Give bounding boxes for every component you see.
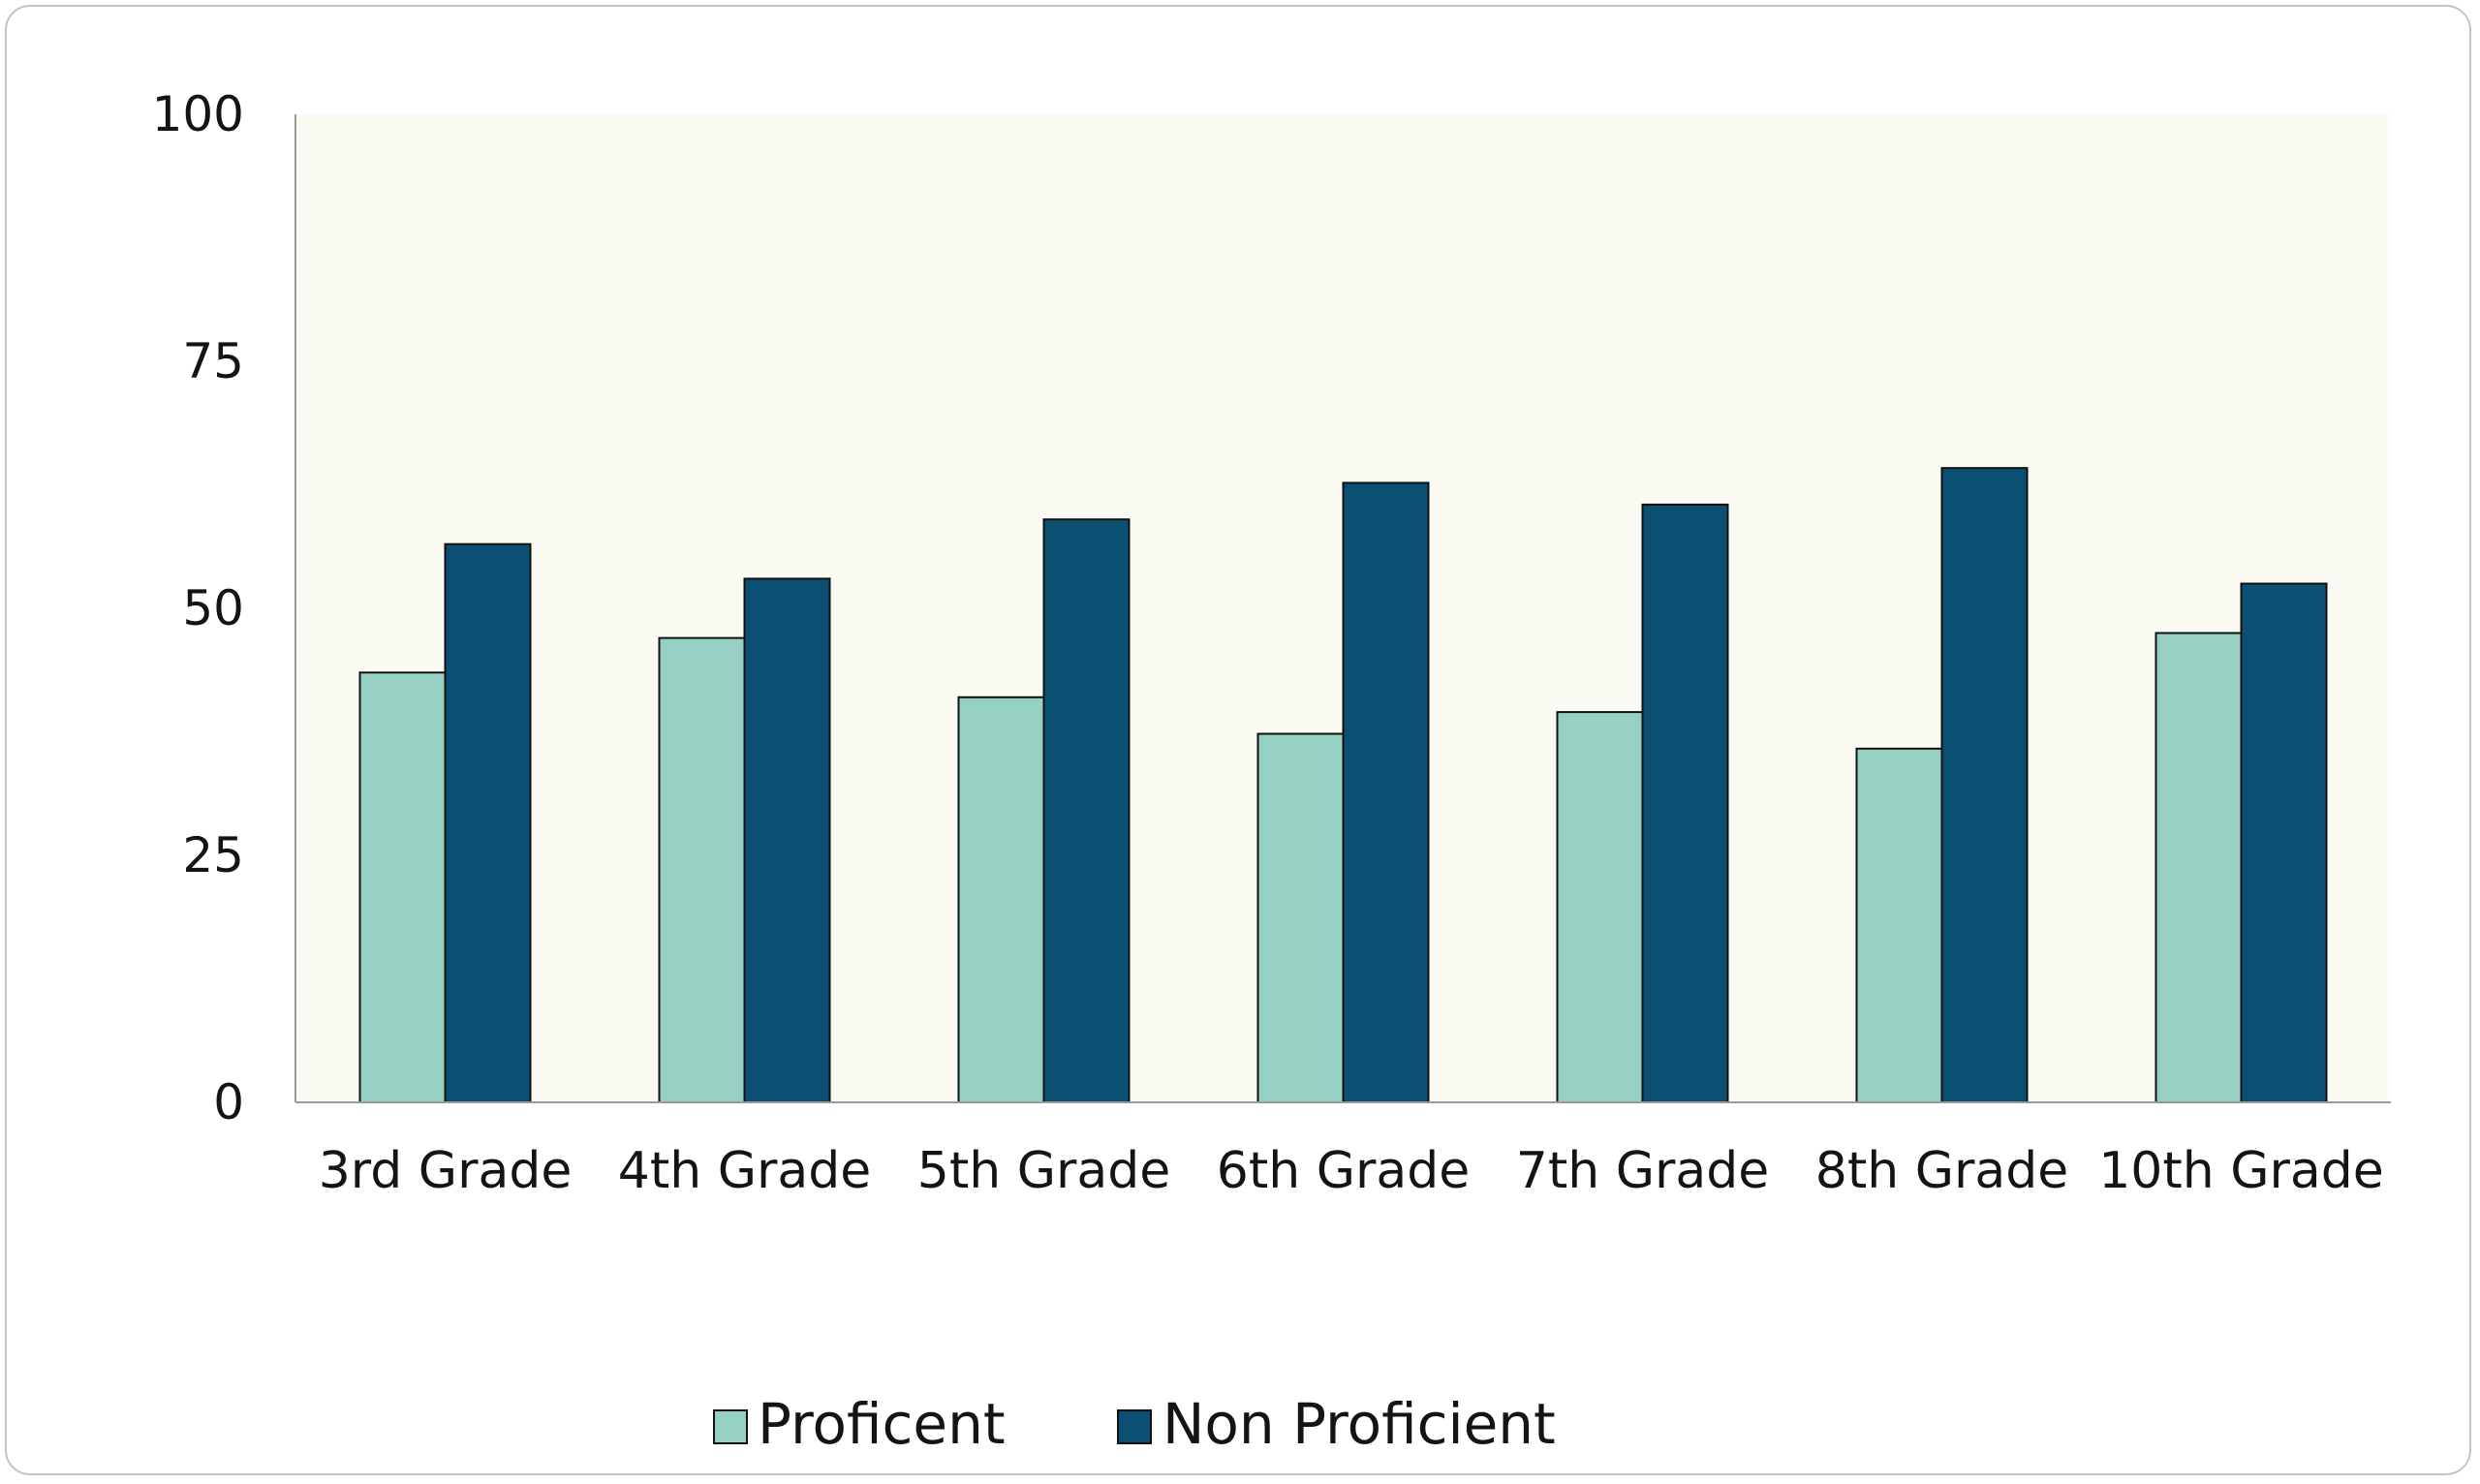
bar-proficient-1 [658, 636, 746, 1103]
x-tick-label: 6th Grade [1217, 1142, 1471, 1200]
legend-label-1: Non Proficient [1162, 1391, 1556, 1457]
y-tick-label: 0 [213, 1074, 244, 1130]
x-tick-label: 8th Grade [1815, 1142, 2069, 1200]
legend: Proficent Non Proficient [713, 1391, 1556, 1457]
y-tick-label: 75 [182, 333, 244, 389]
bar-proficient-3 [1256, 732, 1345, 1103]
y-tick-labels: 0 25 50 75 100 [152, 86, 244, 1130]
bar-proficient-2 [957, 696, 1045, 1103]
y-tick-label: 100 [152, 86, 244, 142]
x-tick-labels: 3rd Grade 4th Grade 5th Grade 6th Grade 7th … [319, 1142, 2384, 1200]
bars-group [358, 467, 2328, 1104]
bar-proficient-0 [358, 671, 447, 1103]
legend-swatch-1 [1117, 1409, 1152, 1444]
bar-non-proficient-4 [1641, 503, 1729, 1103]
bar-non-proficient-2 [1042, 518, 1131, 1103]
legend-swatch-0 [713, 1409, 748, 1444]
bar-non-proficient-0 [444, 542, 532, 1103]
x-tick-label: 3rd Grade [319, 1142, 573, 1200]
legend-label-0: Proficent [758, 1391, 1006, 1457]
bar-non-proficient-3 [1342, 481, 1430, 1103]
bar-proficient-5 [1855, 747, 1943, 1104]
bar-proficient-6 [2154, 632, 2243, 1103]
x-tick-label: 10th Grade [2098, 1142, 2384, 1200]
bar-non-proficient-5 [1940, 467, 2029, 1104]
x-tick-label: 4th Grade [618, 1142, 872, 1200]
y-tick-label: 50 [182, 580, 244, 636]
y-tick-label: 25 [182, 827, 244, 883]
x-tick-label: 7th Grade [1516, 1142, 1770, 1200]
bar-proficient-4 [1556, 711, 1644, 1103]
bar-non-proficient-6 [2240, 582, 2328, 1103]
x-tick-label: 5th Grade [917, 1142, 1171, 1200]
bar-non-proficient-1 [743, 577, 831, 1103]
